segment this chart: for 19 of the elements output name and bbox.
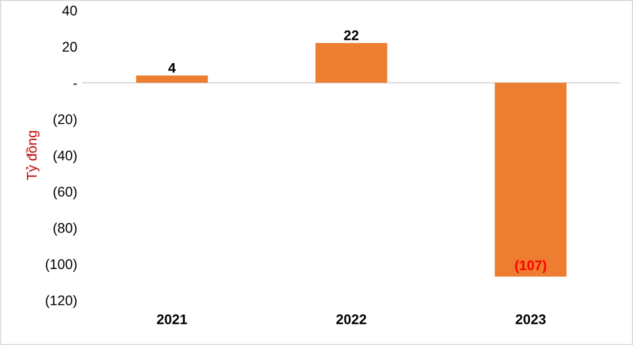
y-axis-title: Tỷ đồng	[26, 131, 40, 180]
y-tick-label: -	[73, 84, 77, 85]
x-tick-label: 2023	[516, 314, 546, 324]
x-tick-label: 2022	[336, 314, 366, 324]
y-tick-label: (20)	[54, 114, 77, 127]
data-label: 4	[168, 63, 176, 73]
y-tick-label: (100)	[46, 258, 77, 272]
y-tick-label: (80)	[54, 222, 77, 236]
x-tick-label: 2021	[157, 314, 188, 324]
y-tick-label: (120)	[46, 295, 77, 308]
y-tick-label: 40	[62, 6, 77, 16]
data-label: (107)	[515, 260, 546, 273]
bar	[494, 82, 567, 277]
y-tick-label: (40)	[54, 150, 77, 164]
bar	[136, 76, 208, 83]
y-tick-label: 20	[62, 42, 77, 52]
data-label: 22	[344, 30, 358, 40]
bar	[315, 42, 388, 83]
y-tick-label: (60)	[54, 186, 77, 200]
